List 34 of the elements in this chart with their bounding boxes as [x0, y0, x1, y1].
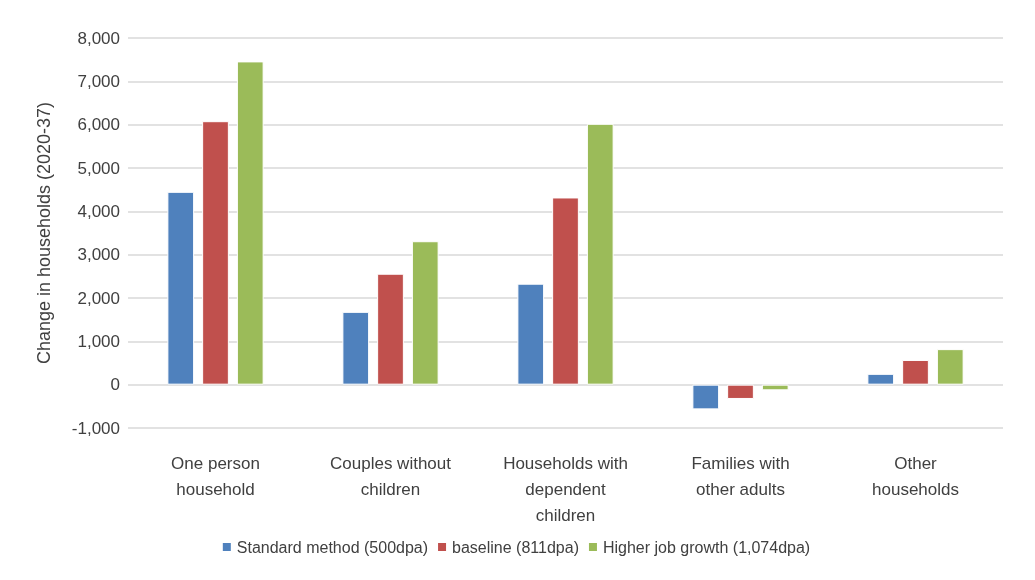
bar — [236, 61, 264, 385]
bar — [202, 121, 229, 385]
y-tick-label: -1,000 — [71, 418, 120, 438]
legend-label: baseline (811dpa) — [452, 538, 579, 556]
x-tick-label: Couples without children — [330, 453, 452, 499]
legend-label: Standard method (500dpa) — [236, 538, 429, 556]
x-tick-label: Other households — [872, 453, 959, 499]
bar — [411, 241, 439, 385]
y-axis-title: Change in households (2020-37) — [34, 101, 54, 365]
bar — [377, 273, 404, 385]
x-tick-label: Households with dependent children — [503, 453, 628, 525]
y-tick-label: 7,000 — [77, 71, 120, 91]
bar — [517, 283, 545, 385]
legend-label: Higher job growth (1,074dpa) — [602, 538, 811, 556]
bar — [342, 311, 370, 385]
x-tick-label: Families with other adults — [691, 453, 790, 499]
y-tick-label: 8,000 — [77, 28, 120, 48]
y-tick-label: 5,000 — [77, 158, 120, 178]
y-tick-label: 2,000 — [77, 288, 120, 308]
y-tick-label: 4,000 — [77, 201, 120, 221]
bar — [761, 384, 789, 391]
bar — [586, 123, 614, 385]
y-tick-label: 1,000 — [77, 331, 120, 351]
y-tick-label: 0 — [110, 375, 120, 395]
bar — [727, 384, 754, 399]
bar — [692, 384, 720, 410]
bar — [167, 191, 195, 385]
x-tick-label: One person household — [171, 453, 260, 499]
y-tick-label: 6,000 — [77, 115, 120, 135]
bar — [936, 349, 964, 385]
bar — [552, 197, 579, 385]
bar — [867, 373, 895, 385]
y-tick-label: 3,000 — [77, 245, 120, 265]
bar — [902, 359, 929, 385]
